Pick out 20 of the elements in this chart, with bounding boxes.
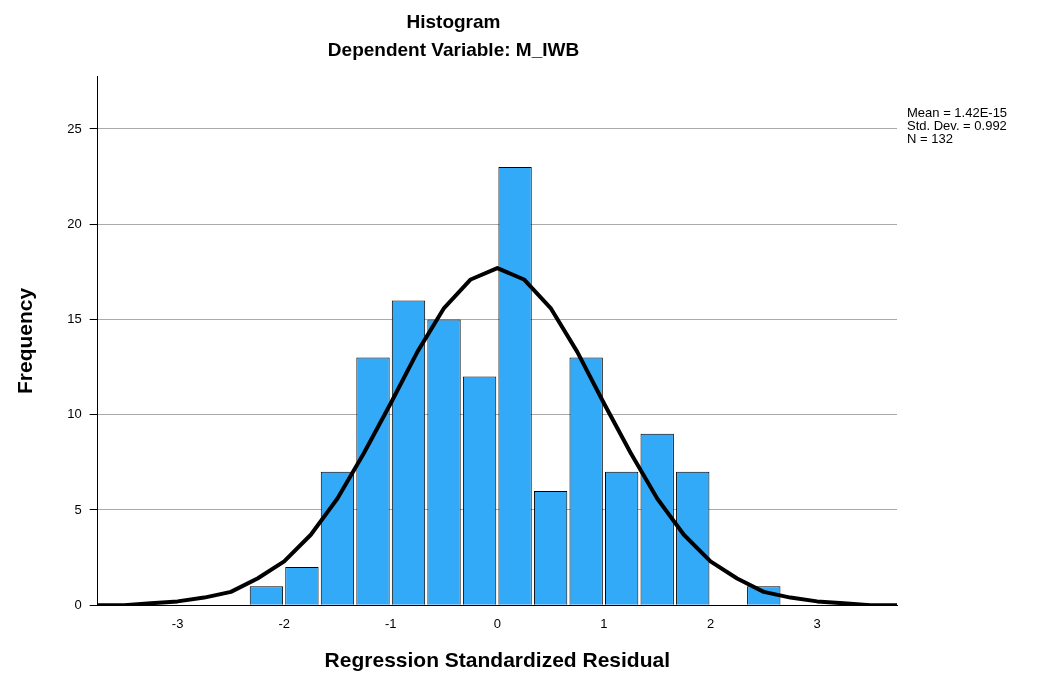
x-tick-label: 0 <box>493 615 501 631</box>
x-tick-label: -1 <box>384 615 397 631</box>
text: Mean = 1.42E-15 <box>907 104 1008 120</box>
x-tick-label: -3 <box>171 615 184 631</box>
x-tick-label: 3 <box>813 615 821 631</box>
chart-title: Histogram <box>406 10 501 32</box>
x-tick-label: 1 <box>600 615 608 631</box>
y-tick-label: 15 <box>67 311 82 327</box>
y-tick-label: 10 <box>67 406 82 422</box>
y-axis-title: Frequency <box>13 287 37 394</box>
y-tick-label: 5 <box>74 501 82 517</box>
chart-subtitle: Dependent Variable: M_IWB <box>327 39 580 61</box>
x-tick-label: -2 <box>278 615 290 631</box>
y-tick-label: 0 <box>74 596 82 612</box>
text: Std. Dev. = 0.992 <box>907 117 1007 133</box>
y-tick-label: 20 <box>67 215 82 231</box>
y-tick-label: 25 <box>67 120 82 136</box>
x-axis-title: Regression Standardized Residual <box>324 648 671 672</box>
text: N = 132 <box>907 130 953 146</box>
x-tick-label: 2 <box>706 615 715 631</box>
